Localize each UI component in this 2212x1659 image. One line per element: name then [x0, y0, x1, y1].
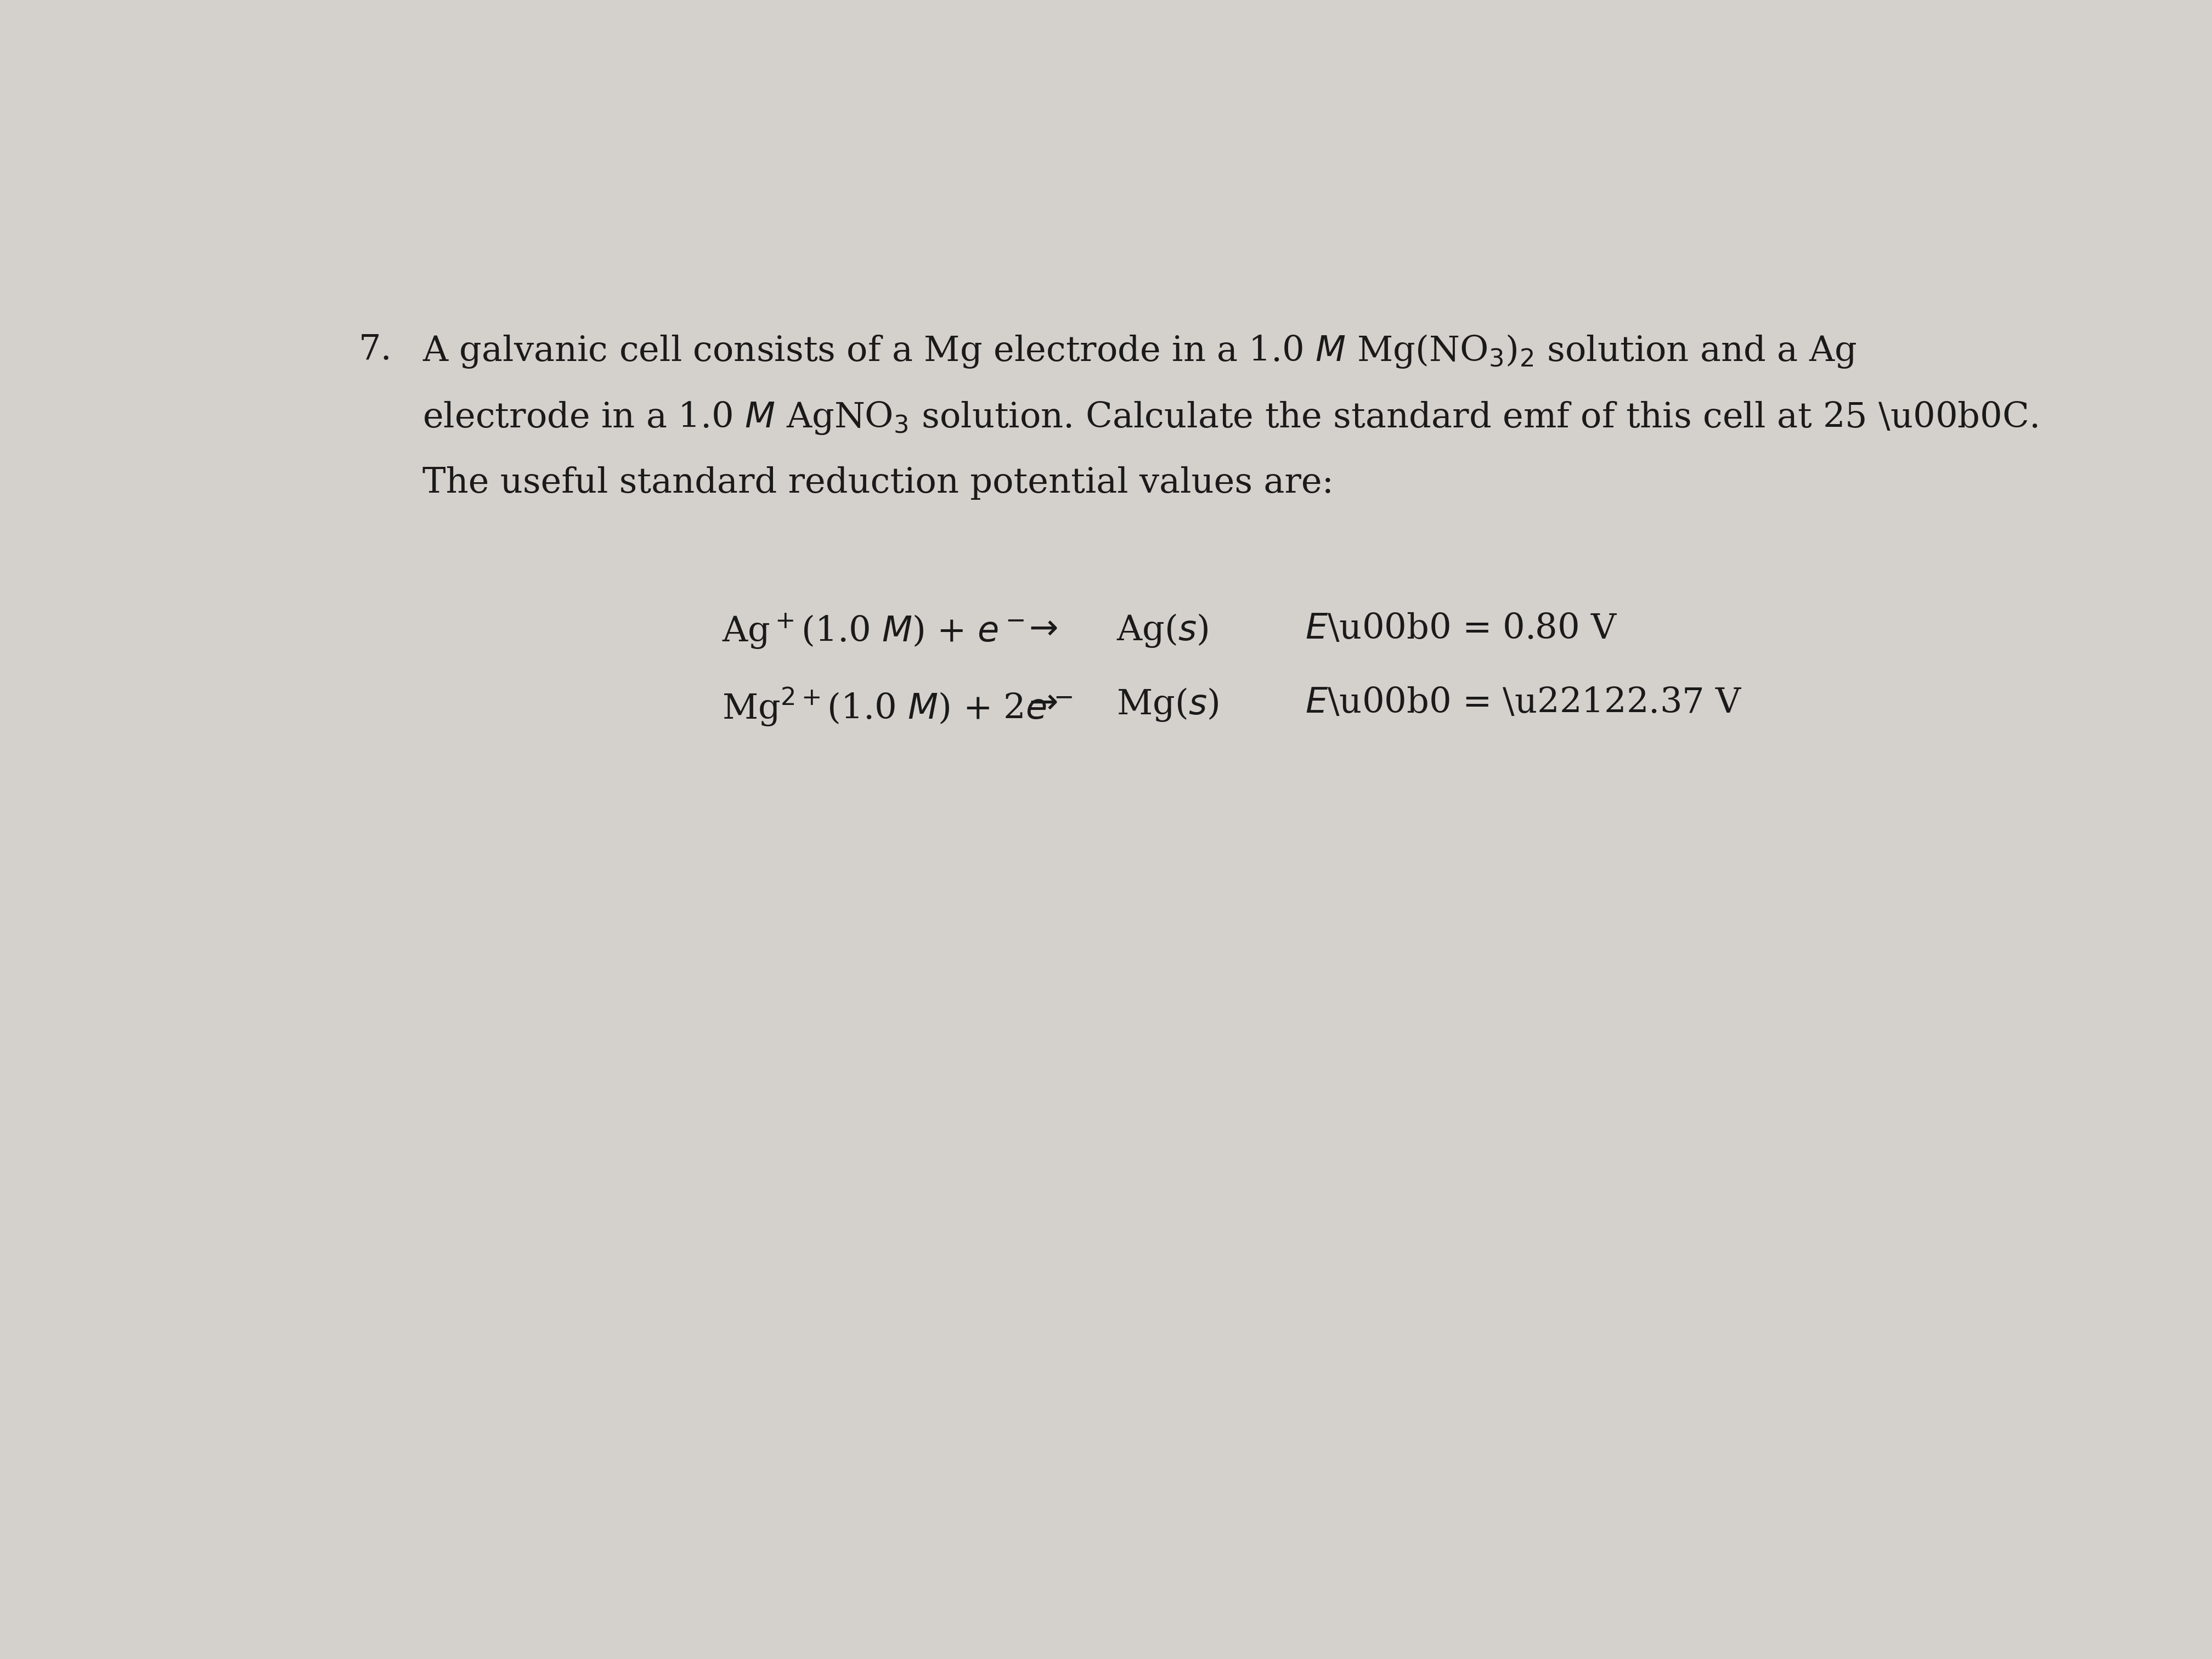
Text: electrode in a 1.0 $\mathit{M}$ AgNO$_3$ solution. Calculate the standard emf of: electrode in a 1.0 $\mathit{M}$ AgNO$_3$…: [422, 400, 2037, 436]
Text: 7.: 7.: [358, 333, 392, 367]
Text: The useful standard reduction potential values are:: The useful standard reduction potential …: [422, 466, 1334, 499]
Text: Ag$^+$(1.0 $\mathit{M}$) + $e^-$: Ag$^+$(1.0 $\mathit{M}$) + $e^-$: [721, 612, 1024, 650]
Text: Mg($\mathit{s}$): Mg($\mathit{s}$): [1117, 687, 1219, 723]
Text: $\mathit{E}$\u00b0 = \u22122.37 V: $\mathit{E}$\u00b0 = \u22122.37 V: [1305, 687, 1743, 720]
Text: $\mathit{E}$\u00b0 = 0.80 V: $\mathit{E}$\u00b0 = 0.80 V: [1305, 612, 1617, 645]
Text: $\rightarrow$: $\rightarrow$: [1022, 687, 1057, 720]
Text: A galvanic cell consists of a Mg electrode in a 1.0 $\mathit{M}$ Mg(NO$_3$)$_2$ : A galvanic cell consists of a Mg electro…: [422, 333, 1856, 370]
Text: Mg$^{2+}$(1.0 $\mathit{M}$) + 2$e^-$: Mg$^{2+}$(1.0 $\mathit{M}$) + 2$e^-$: [721, 687, 1073, 728]
Text: $\rightarrow$: $\rightarrow$: [1022, 612, 1057, 645]
Text: Ag($\mathit{s}$): Ag($\mathit{s}$): [1117, 612, 1208, 649]
